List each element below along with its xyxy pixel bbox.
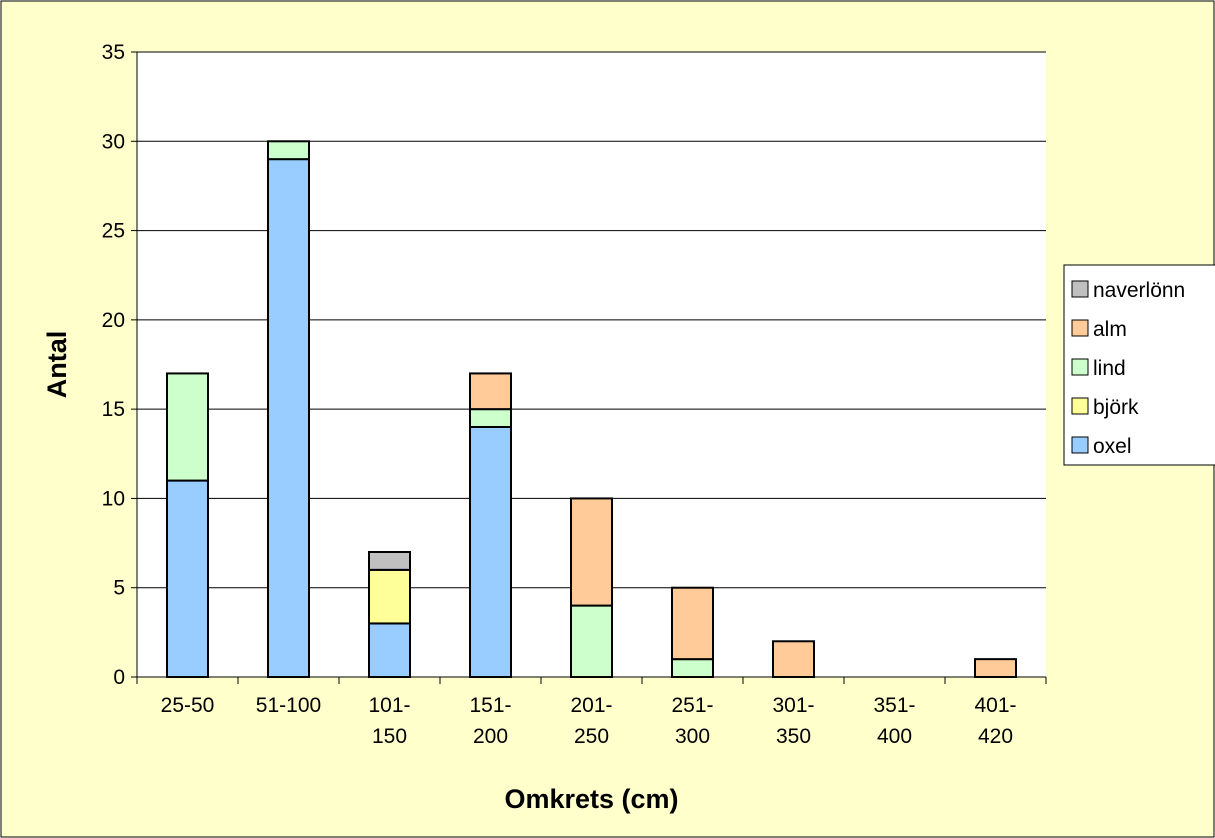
x-tick-label: 25-50 bbox=[161, 694, 215, 717]
bar-segment-oxel bbox=[469, 426, 512, 678]
bar-segment-alm bbox=[772, 640, 815, 678]
y-tick-label: 25 bbox=[102, 220, 125, 243]
bar-segment-alm bbox=[570, 497, 613, 607]
legend-label-björk: björk bbox=[1093, 396, 1139, 419]
y-tick-label: 0 bbox=[113, 666, 125, 689]
bar-segment-lind bbox=[570, 604, 613, 678]
x-tick-label: 301-350 bbox=[772, 694, 814, 748]
bar-segment-björk bbox=[368, 568, 411, 625]
legend-swatch-alm bbox=[1071, 319, 1089, 337]
y-tick-label: 5 bbox=[113, 577, 125, 600]
legend-swatch-björk bbox=[1071, 397, 1089, 415]
bar-segment-oxel bbox=[166, 479, 209, 679]
y-tick-label: 35 bbox=[102, 41, 125, 64]
bar-segment-lind bbox=[671, 658, 714, 679]
x-tick-label: 151-200 bbox=[469, 694, 511, 748]
legend-box bbox=[1063, 264, 1215, 466]
legend: naverlönn alm lind björk oxel bbox=[1063, 264, 1215, 466]
x-tick-label: 51-100 bbox=[256, 694, 321, 717]
y-tick-label: 30 bbox=[102, 130, 125, 153]
bar-segment-alm bbox=[974, 658, 1017, 679]
x-tick-label: 101-150 bbox=[368, 694, 410, 748]
legend-swatch-oxel bbox=[1071, 436, 1089, 454]
x-tick-label: 401-420 bbox=[974, 694, 1016, 748]
x-axis-title: Omkrets (cm) bbox=[504, 784, 678, 814]
legend-label-lind: lind bbox=[1093, 357, 1126, 380]
legend-label-naverlönn: naverlönn bbox=[1093, 279, 1185, 302]
bar-segment-alm bbox=[671, 586, 714, 661]
y-axis-title: Antal bbox=[42, 331, 72, 399]
bar-segment-lind bbox=[469, 408, 512, 428]
x-tick-label: 251-300 bbox=[671, 694, 713, 748]
legend-swatch-lind bbox=[1071, 358, 1089, 376]
bar-segment-naverlönn bbox=[368, 551, 411, 571]
bar-segment-lind bbox=[166, 372, 209, 482]
legend-swatch-naverlönn bbox=[1071, 280, 1089, 298]
bar-segment-oxel bbox=[267, 158, 310, 678]
legend-label-oxel: oxel bbox=[1093, 435, 1132, 458]
legend-label-alm: alm bbox=[1093, 318, 1127, 341]
y-tick-label: 10 bbox=[102, 487, 125, 510]
bar-segment-alm bbox=[469, 372, 512, 411]
y-tick-label: 20 bbox=[102, 309, 125, 332]
bar-segment-oxel bbox=[368, 622, 411, 679]
x-tick-label: 351-400 bbox=[873, 694, 915, 748]
bar-segment-lind bbox=[267, 140, 310, 161]
x-tick-label: 201-250 bbox=[570, 694, 612, 748]
y-tick-label: 15 bbox=[102, 398, 125, 421]
